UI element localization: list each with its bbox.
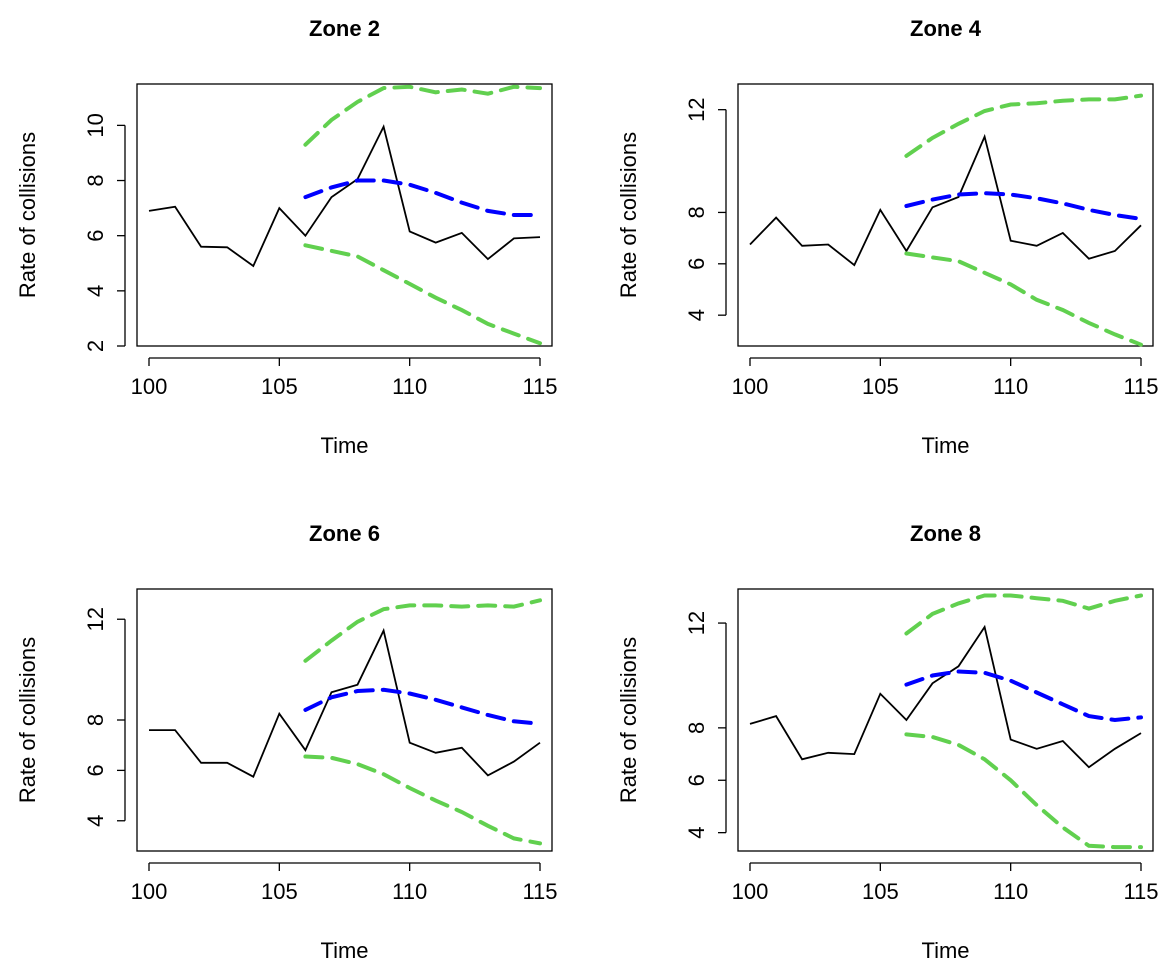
observed-series-line [749,133,1142,267]
y-tick-label: 12 [684,97,709,121]
chart-title: Zone 2 [309,16,380,41]
upper-bound-series-line [303,84,542,147]
x-tick-label: 105 [862,879,899,904]
y-tick-label: 4 [684,827,709,839]
observed-series-line [149,627,541,778]
chart-title: Zone 8 [910,521,981,546]
x-tick-label: 115 [1123,879,1158,904]
y-tick-label: 4 [684,309,709,321]
forecast-series-line [904,191,1143,221]
observed-series-line [749,624,1142,769]
x-tick-label: 115 [522,879,557,904]
upper-bound-series-line [904,593,1143,636]
y-tick-label: 6 [684,774,709,786]
x-axis-label: Time [320,938,368,963]
y-tick-label: 12 [684,611,709,635]
upper-bound-series-line [303,598,542,663]
plot-frame [136,588,553,852]
observed-series-line [148,124,541,268]
x-tick-label: 105 [862,374,899,399]
x-tick-label: 110 [392,879,427,904]
x-axis-label: Time [921,938,969,963]
x-axis-label: Time [921,433,969,458]
y-tick-label: 6 [83,764,108,776]
chart-title: Zone 6 [309,521,380,546]
y-tick-label: 8 [83,174,108,186]
y-axis-label: Rate of collisions [616,132,641,298]
x-tick-label: 115 [522,374,557,399]
forecast-series-line [303,178,542,217]
y-tick-label: 2 [83,340,108,352]
y-axis-label: Rate of collisions [15,132,40,298]
y-tick-label: 10 [83,113,108,137]
lower-bound-series-line [904,732,1143,850]
lower-bound-series-line [303,243,542,346]
y-tick-label: 6 [684,258,709,270]
y-axis-label: Rate of collisions [15,637,40,803]
y-tick-label: 12 [83,607,108,631]
x-tick-label: 110 [993,374,1028,399]
x-tick-label: 115 [1123,374,1158,399]
plot-frame [737,588,1154,852]
chart-panel-1: Zone 2 100 105 110 115 Time 2 4 6 8 10 Rate of coll… [15,16,558,458]
y-tick-label: 4 [83,815,108,827]
chart-title: Zone 4 [910,16,982,41]
forecast-series-line [904,669,1143,723]
plot-frame [136,83,553,347]
lower-bound-series-line [303,754,542,846]
x-tick-label: 100 [131,374,168,399]
y-tick-label: 4 [83,285,108,297]
chart-panel-4: Zone 8 100 105 110 115 Time 4 6 8 12 Rate of colli… [616,521,1159,963]
x-tick-label: 100 [732,374,769,399]
x-tick-label: 110 [993,879,1028,904]
chart-panel-3: Zone 6 100 105 110 115 Time 4 6 8 12 Rate of colli… [15,521,558,963]
y-tick-label: 6 [83,230,108,242]
y-tick-label: 8 [83,714,108,726]
chart-panel-2: Zone 4 100 105 110 115 Time 4 6 8 12 Rate of colli… [616,16,1159,458]
x-tick-label: 100 [732,879,769,904]
lower-bound-series-line [904,251,1143,347]
x-axis-label: Time [320,433,368,458]
x-tick-label: 105 [261,879,298,904]
plot-frame [737,83,1154,347]
x-tick-label: 110 [392,374,427,399]
y-tick-label: 8 [684,206,709,218]
x-tick-label: 100 [131,879,168,904]
y-axis-label: Rate of collisions [616,637,641,803]
x-tick-label: 105 [261,374,298,399]
forecast-series-line [303,687,542,726]
upper-bound-series-line [904,93,1143,158]
y-tick-label: 8 [684,722,709,734]
